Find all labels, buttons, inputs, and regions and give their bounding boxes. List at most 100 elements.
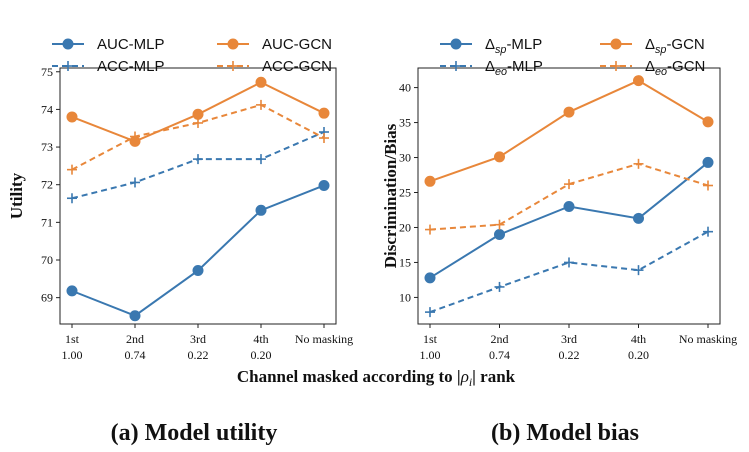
data-point: [193, 154, 203, 165]
x-tick-label: 4th: [631, 332, 646, 346]
data-point: [633, 75, 644, 87]
y-tick-label: 35: [399, 116, 411, 130]
data-point: [563, 106, 575, 118]
x-tick-label: No masking: [295, 332, 353, 346]
legend-marker: [63, 61, 73, 71]
data-point: [703, 226, 713, 237]
legend-entry: Δsp-GCN: [600, 36, 705, 56]
y-tick-label: 69: [41, 291, 53, 305]
chart-panel-2: 10 15 20 25 30 35 40 1st 1.00 2nd 0.74 3rd 0.22 4th 0.…: [381, 36, 737, 446]
chart-panel-1: 69 70 71 72 73 74 75 1st 1.00 2nd 0.74 3rd 0.22 4th 0.…: [7, 36, 353, 446]
y-tick-label: 73: [41, 140, 53, 154]
legend-marker: [228, 61, 238, 71]
legend-entry: ACC-GCN: [217, 58, 332, 75]
x-tick-sublabel: 0.22: [559, 348, 580, 362]
data-point: [130, 177, 140, 188]
y-tick-label: 70: [41, 253, 53, 267]
data-point: [318, 107, 330, 119]
data-point: [564, 179, 574, 190]
data-point: [424, 175, 436, 187]
x-tick-sublabel: 1.00: [62, 348, 83, 362]
data-point: [67, 193, 77, 204]
series-line: [429, 79, 709, 183]
x-tick-sublabel: 0.22: [188, 348, 209, 362]
series-line: [429, 230, 709, 314]
data-point: [494, 281, 505, 292]
legend-label: Δeo-GCN: [645, 58, 705, 78]
x-tick-label: 2nd: [491, 332, 509, 346]
legend-label: AUC-GCN: [262, 36, 332, 53]
x-tick-sublabel: 0.20: [251, 348, 272, 362]
x-tick-sublabel: 0.74: [125, 348, 146, 362]
legend-marker: [450, 38, 462, 50]
data-point: [425, 307, 435, 318]
y-tick-label: 71: [41, 215, 53, 229]
data-point: [192, 108, 204, 120]
x-tick-label: 2nd: [126, 332, 144, 346]
y-tick-label: 72: [41, 178, 53, 192]
data-point: [66, 111, 78, 123]
legend-entry: AUC-GCN: [217, 36, 332, 53]
plot-frame: [417, 67, 721, 325]
x-axis-label: Channel masked according to |ρi| rank: [237, 367, 516, 389]
x-tick-label: 1st: [423, 332, 438, 346]
data-point: [256, 154, 266, 165]
data-point: [563, 200, 575, 212]
y-tick-label: 15: [399, 255, 411, 269]
legend-entry: Δsp-MLP: [440, 36, 542, 56]
data-point: [494, 151, 505, 163]
y-tick-label: 40: [399, 81, 411, 95]
legend-label: AUC-MLP: [97, 36, 165, 53]
legend-marker: [62, 38, 74, 50]
legend-marker: [451, 61, 461, 71]
data-point: [633, 265, 644, 276]
x-tick-label: 4th: [253, 332, 268, 346]
data-point: [192, 265, 204, 277]
data-point: [633, 158, 644, 169]
legend-entry: Δeo-MLP: [440, 58, 543, 78]
data-point: [255, 204, 267, 216]
data-point: [564, 257, 574, 268]
data-point: [703, 180, 713, 191]
y-tick-label: 74: [41, 102, 53, 116]
data-point: [255, 76, 267, 88]
data-point: [494, 228, 505, 240]
legend-label: ACC-MLP: [97, 58, 165, 75]
data-point: [424, 272, 436, 284]
legend-marker: [227, 38, 239, 50]
x-tick-label: 3rd: [190, 332, 206, 346]
y-axis-label: Utility: [7, 172, 26, 219]
data-point: [256, 99, 266, 110]
panel-caption: (a) Model utility: [111, 420, 278, 446]
y-tick-label: 75: [41, 65, 53, 79]
y-axis-label: Discrimination/Bias: [381, 123, 400, 268]
legend-entry: ACC-MLP: [52, 58, 165, 75]
x-tick-label: 3rd: [561, 332, 577, 346]
legend-label: Δsp-MLP: [485, 36, 542, 56]
series-line: [71, 184, 325, 317]
x-tick-sublabel: 0.20: [628, 348, 649, 362]
y-tick-label: 30: [399, 151, 411, 165]
legend-marker: [610, 38, 622, 50]
data-point: [494, 219, 505, 230]
y-tick-label: 10: [399, 290, 411, 304]
data-point: [319, 133, 329, 144]
data-point: [702, 116, 714, 128]
x-tick-sublabel: 0.74: [489, 348, 510, 362]
x-tick-label: 1st: [65, 332, 80, 346]
y-tick-label: 25: [399, 186, 411, 200]
y-tick-label: 20: [399, 220, 411, 234]
legend-marker: [611, 61, 621, 71]
data-point: [425, 224, 435, 235]
legend-entry: Δeo-GCN: [600, 58, 705, 78]
data-point: [633, 212, 644, 224]
data-point: [67, 164, 77, 175]
data-point: [318, 179, 330, 191]
data-point: [130, 131, 140, 142]
legend-label: Δsp-GCN: [645, 36, 705, 56]
legend-entry: AUC-MLP: [52, 36, 165, 53]
x-tick-label: No masking: [679, 332, 737, 346]
data-point: [702, 156, 714, 168]
data-point: [129, 310, 141, 322]
